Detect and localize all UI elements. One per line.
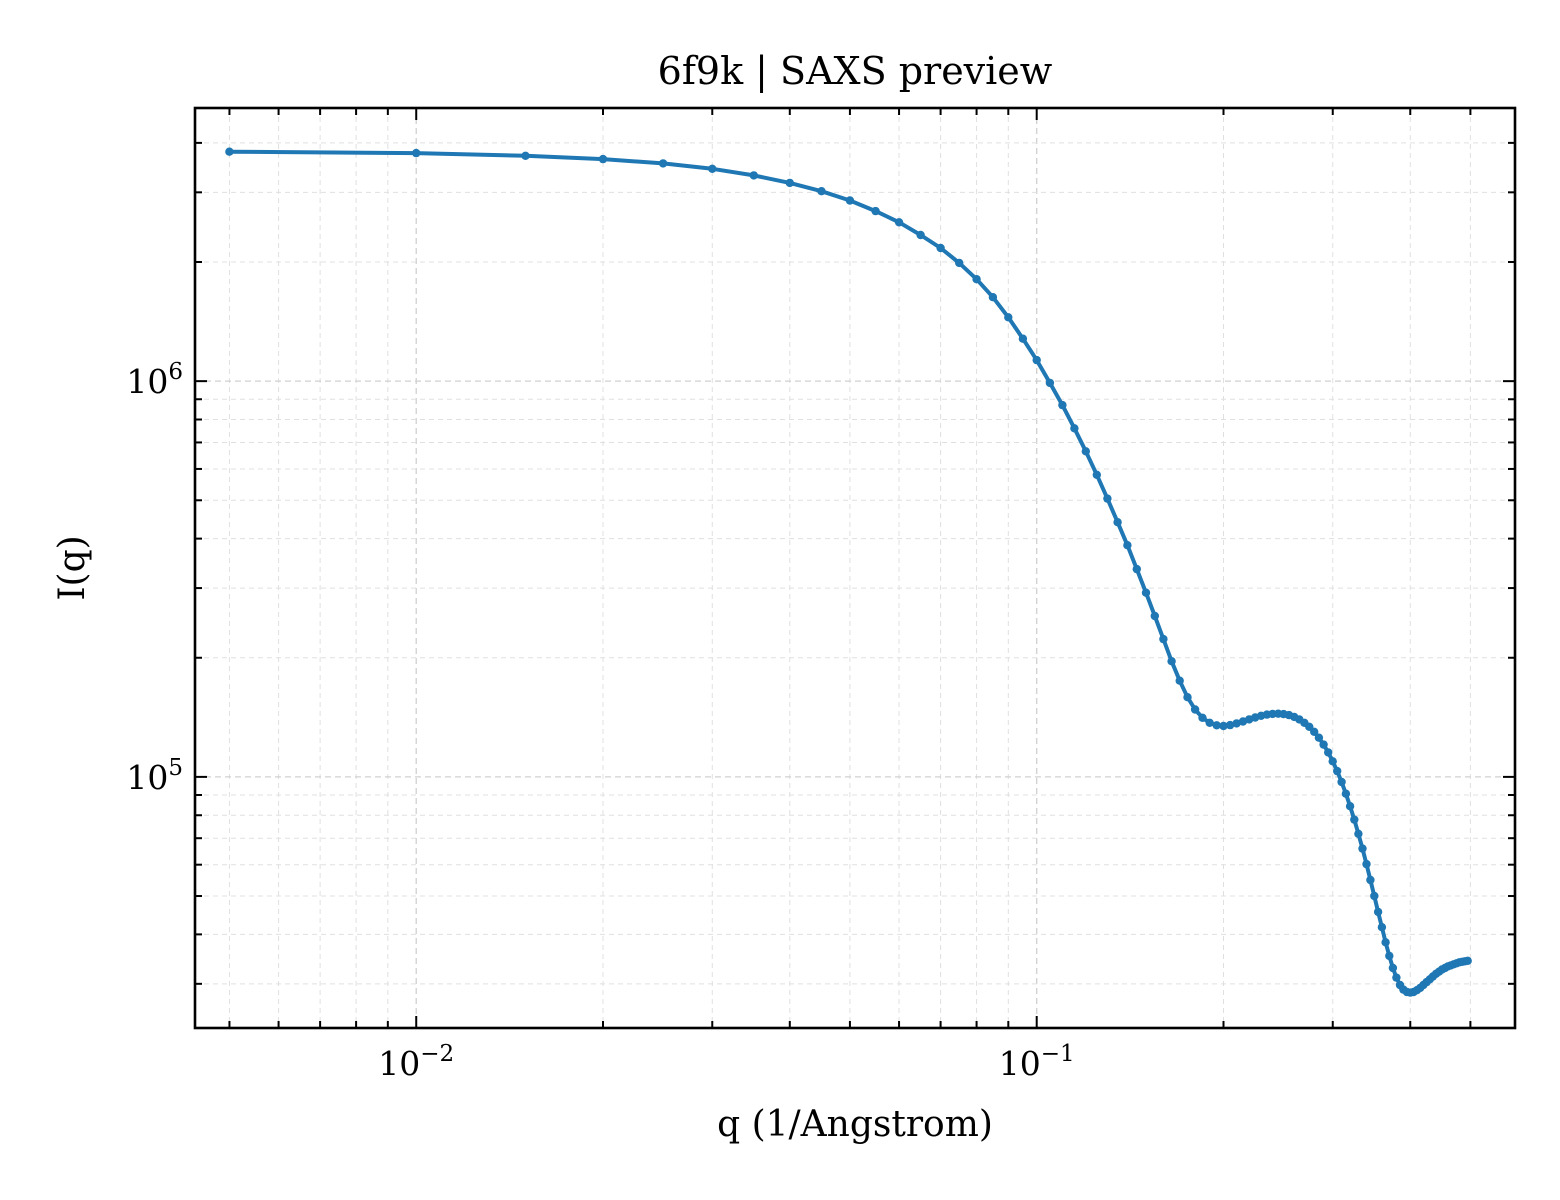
data-point <box>1175 676 1184 685</box>
plot-frame <box>193 106 1517 1030</box>
data-point <box>1018 334 1028 343</box>
data-point <box>1373 907 1383 917</box>
data-point <box>412 148 421 158</box>
data-point <box>658 159 668 168</box>
x-tick-label: 10−2 <box>378 1041 454 1083</box>
data-point <box>1092 470 1102 479</box>
chart-title: 6f9k | SAXS preview <box>658 49 1053 93</box>
data-point <box>785 178 794 188</box>
y-tick-label: 106 <box>126 359 183 401</box>
series-line <box>227 149 1470 995</box>
grid <box>195 108 1515 1028</box>
data-point <box>1310 727 1319 736</box>
data-point <box>1141 588 1151 597</box>
series-layer <box>225 147 1472 997</box>
data-point <box>1362 859 1371 869</box>
data-point <box>988 293 998 302</box>
data-point <box>1070 424 1079 433</box>
data-point <box>1132 564 1142 574</box>
ticks: 10−2 10−1 105 106 <box>126 108 1515 1083</box>
data-point <box>1314 733 1324 742</box>
data-point <box>1058 400 1067 410</box>
data-point <box>1341 789 1351 798</box>
data-point <box>1354 829 1363 838</box>
data-point <box>916 230 925 240</box>
data-point <box>598 154 608 164</box>
data-point <box>1366 875 1375 885</box>
data-point <box>1103 494 1112 503</box>
data-point <box>1377 923 1387 932</box>
data-point <box>1113 518 1122 527</box>
data-point <box>1392 973 1401 982</box>
data-point <box>1183 693 1192 702</box>
data-point <box>1370 891 1379 901</box>
data-point <box>1324 748 1333 757</box>
data-point <box>225 147 234 156</box>
data-point <box>1381 938 1390 947</box>
data-point <box>1345 802 1355 811</box>
data-point <box>1337 777 1346 787</box>
data-point <box>845 196 855 205</box>
data-point <box>1081 447 1091 456</box>
data-point <box>972 275 981 284</box>
data-point <box>1358 844 1367 853</box>
x-tick-label: 10−1 <box>999 1041 1075 1083</box>
data-point <box>1198 713 1207 722</box>
y-axis-label: I(q) <box>52 535 93 600</box>
data-point <box>1190 705 1200 714</box>
data-point <box>871 206 880 216</box>
data-point <box>955 258 964 268</box>
data-point <box>1159 634 1168 644</box>
data-point <box>1232 719 1241 728</box>
data-point <box>1385 951 1394 961</box>
y-tick-label: 105 <box>126 755 183 797</box>
data-point <box>1463 956 1472 965</box>
data-point <box>1350 815 1359 824</box>
data-point <box>1167 657 1176 666</box>
data-point <box>1388 963 1398 973</box>
x-axis-label: q (1/Angstrom) <box>717 1104 993 1145</box>
data-point <box>708 164 717 173</box>
data-point <box>1045 378 1055 388</box>
data-point <box>817 187 826 196</box>
data-point <box>521 151 530 160</box>
data-point <box>1219 721 1228 731</box>
data-point <box>1333 766 1342 776</box>
data-point <box>936 243 945 253</box>
data-point <box>1319 740 1328 749</box>
data-point <box>1150 611 1160 621</box>
data-point <box>1123 541 1132 550</box>
data-point <box>749 171 758 180</box>
data-point <box>1004 313 1013 322</box>
data-point <box>894 218 904 227</box>
data-point <box>1032 355 1041 365</box>
data-point <box>1205 718 1214 727</box>
data-point <box>1225 720 1235 730</box>
data-point <box>1328 757 1337 766</box>
data-point <box>1212 721 1221 730</box>
